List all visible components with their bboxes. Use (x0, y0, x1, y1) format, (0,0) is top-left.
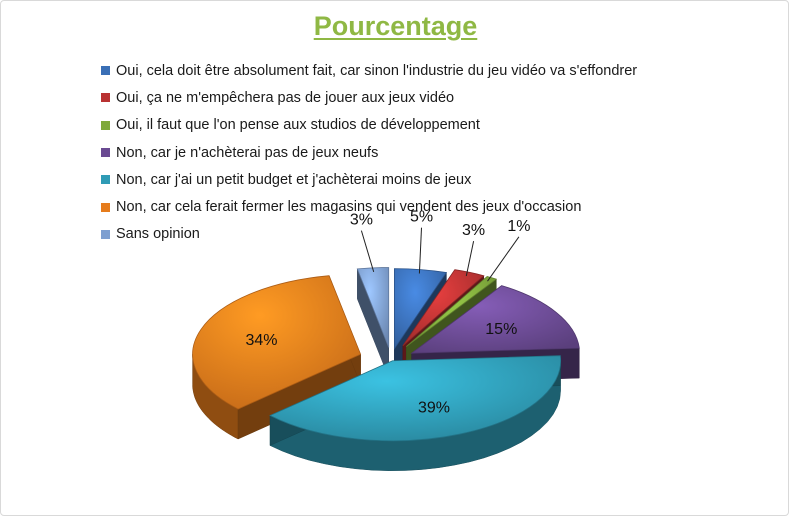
legend-swatch (101, 202, 110, 212)
legend-swatch (101, 175, 110, 185)
pie-slice (269, 355, 562, 471)
legend-item: Non, car je n'achèterai pas de jeux neuf… (101, 139, 637, 166)
data-label: 15% (485, 321, 517, 338)
legend-item: Non, car cela ferait fermer les magasins… (101, 193, 637, 220)
legend-label: Oui, ça ne m'empêchera pas de jouer aux … (116, 89, 455, 106)
legend-swatch (101, 148, 110, 158)
legend-swatch (101, 93, 110, 103)
legend-label: Non, car cela ferait fermer les magasins… (116, 199, 582, 216)
legend-label: Non, car j'ai un petit budget et j'achèt… (116, 171, 472, 188)
legend-item: Oui, ça ne m'empêchera pas de jouer aux … (101, 84, 637, 111)
legend-label: Oui, cela doit être absolument fait, car… (116, 62, 638, 79)
legend-item: Sans opinion (101, 221, 637, 248)
chart-title: Pourcentage (313, 11, 478, 41)
chart-legend: Oui, cela doit être absolument fait, car… (101, 57, 637, 248)
legend-item: Non, car j'ai un petit budget et j'achèt… (101, 166, 637, 193)
data-label: 3% (462, 222, 485, 239)
data-label: 1% (507, 218, 530, 235)
legend-swatch (101, 120, 110, 130)
legend-label: Sans opinion (116, 226, 200, 243)
legend-label: Oui, il faut que l'on pense aux studios … (116, 117, 480, 134)
leader-line (360, 230, 375, 273)
pie-slice (356, 267, 390, 378)
data-label: 3% (350, 212, 373, 229)
pie-slice (192, 275, 362, 440)
leader-line (465, 240, 475, 277)
legend-label: Non, car je n'achèterai pas de jeux neuf… (116, 144, 379, 161)
legend-swatch (101, 66, 110, 76)
data-label: 39% (418, 399, 450, 416)
legend-item: Oui, cela doit être absolument fait, car… (101, 57, 637, 84)
leader-line (418, 227, 422, 274)
legend-item: Oui, il faut que l'on pense aux studios … (101, 112, 637, 139)
legend-swatch (101, 229, 110, 239)
data-label: 5% (410, 209, 433, 226)
data-label: 34% (245, 332, 277, 349)
leader-line (487, 236, 520, 282)
